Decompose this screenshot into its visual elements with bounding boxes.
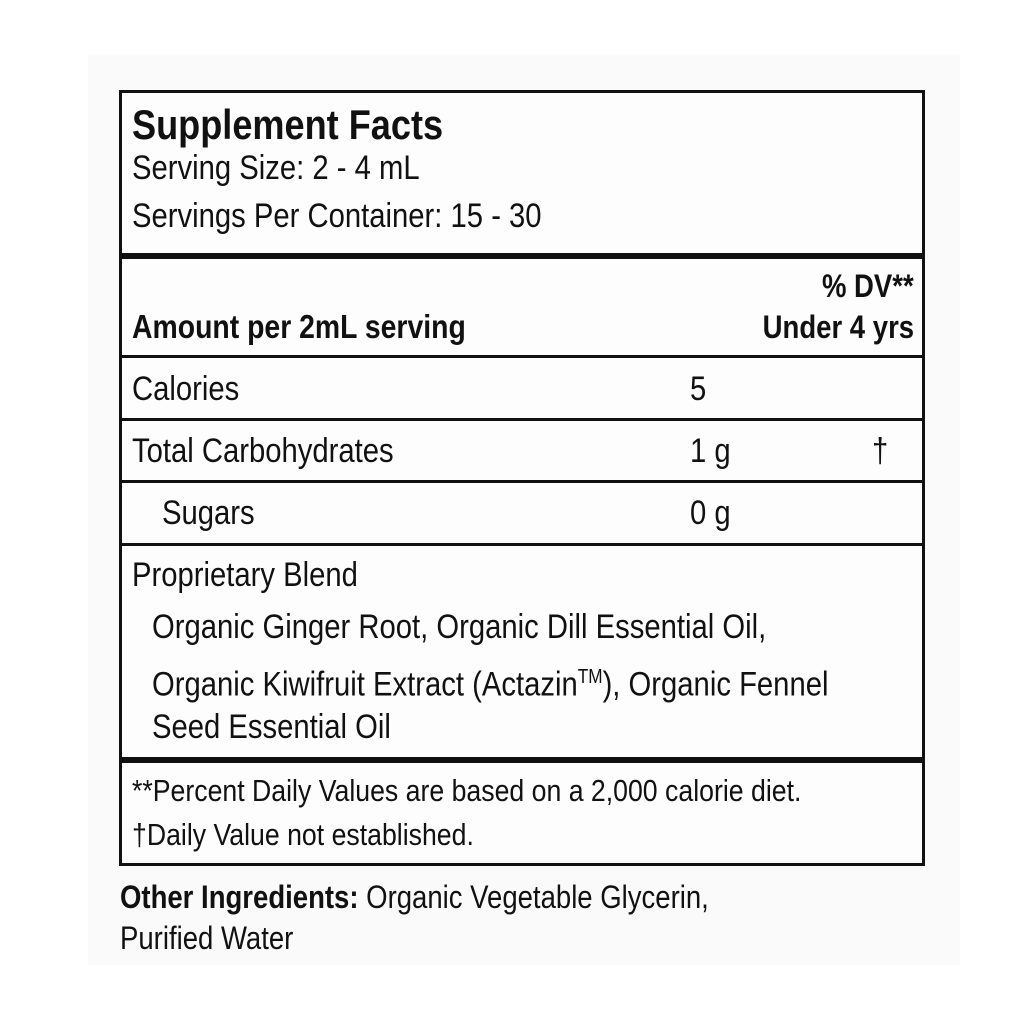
servings-per-container: Servings Per Container: 15 - 30 <box>132 197 542 235</box>
amount-per-serving-header: Amount per 2mL serving <box>132 308 466 345</box>
footnote-dagger: †Daily Value not established. <box>132 817 474 852</box>
blend-line2-start: Organic Kiwifruit Extract (Actazin <box>152 665 578 704</box>
divider-thick <box>122 253 922 259</box>
dv-header-line2: Under 4 yrs <box>762 309 914 345</box>
blend-line1: Organic Ginger Root, Organic Dill Essent… <box>152 608 767 646</box>
row-calories-amount: 5 <box>690 370 707 408</box>
other-ingredients-label: Other Ingredients: <box>120 879 359 915</box>
row-carbs-amount: 1 g <box>690 432 731 470</box>
other-ingredients-line2: Purified Water <box>120 920 294 956</box>
serving-size: Serving Size: 2 - 4 mL <box>132 149 420 187</box>
row-carbs-name: Total Carbohydrates <box>132 432 394 470</box>
row-calories-name: Calories <box>132 370 240 408</box>
row-sugars-amount: 0 g <box>690 494 731 532</box>
blend-line3: Seed Essential Oil <box>152 708 391 746</box>
divider <box>122 480 922 483</box>
row-sugars-name: Sugars <box>162 494 255 532</box>
divider-thick <box>122 757 922 763</box>
trademark: TM <box>577 666 603 688</box>
row-carbs-dv: † <box>872 432 889 470</box>
dv-header-line1: % DV** <box>822 268 914 304</box>
blend-line2-end: ), Organic Fennel <box>602 665 829 704</box>
blend-name: Proprietary Blend <box>132 556 358 594</box>
other-ingredients-text: Organic Vegetable Glycerin, <box>358 879 709 915</box>
divider <box>122 543 922 546</box>
blend-line2: Organic Kiwifruit Extract (ActazinTM), O… <box>152 657 828 704</box>
divider <box>122 418 922 421</box>
other-ingredients-line1: Other Ingredients: Organic Vegetable Gly… <box>120 877 709 917</box>
footnote-dv: **Percent Daily Values are based on a 2,… <box>132 773 802 808</box>
supplement-facts-panel: Supplement Facts Serving Size: 2 - 4 mL … <box>119 90 925 866</box>
panel-title: Supplement Facts <box>132 101 444 148</box>
divider <box>122 355 922 358</box>
